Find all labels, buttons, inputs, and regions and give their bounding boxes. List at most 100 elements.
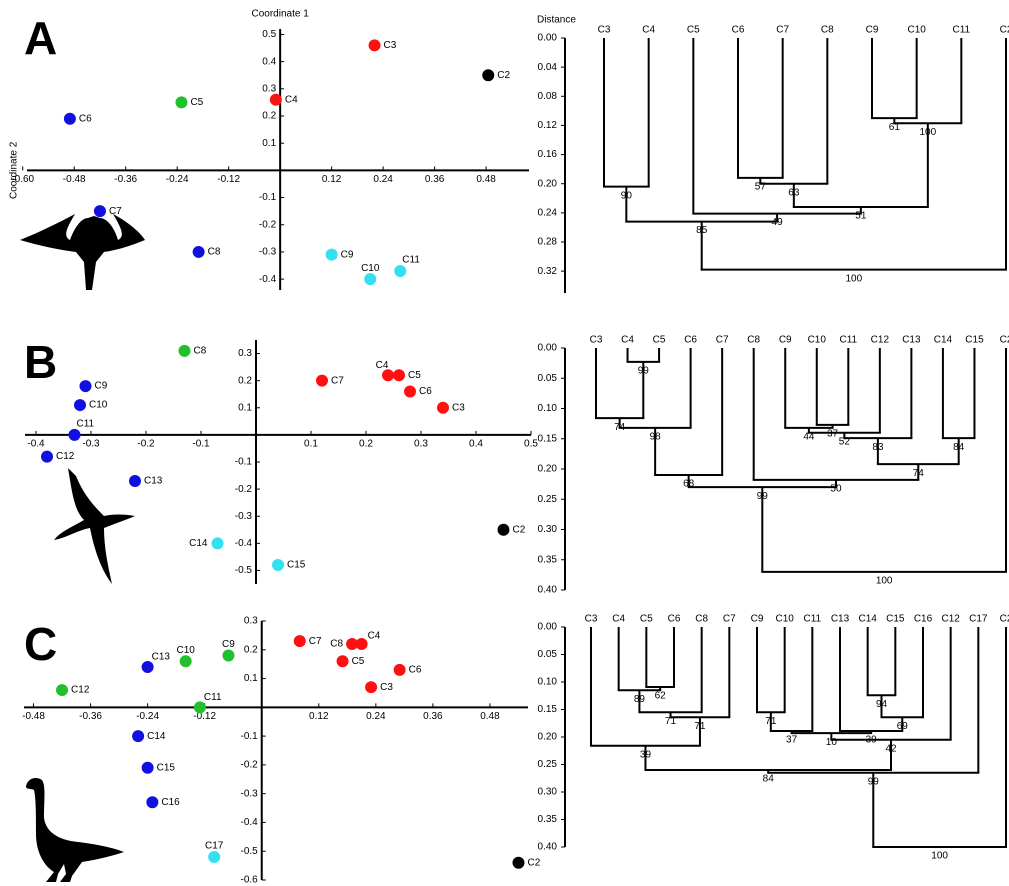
y-tick-label: 0.1 <box>238 402 252 413</box>
point <box>178 344 191 357</box>
point <box>129 474 141 487</box>
point-label: C5 <box>352 656 365 667</box>
leaf-label: C17 <box>969 614 988 625</box>
point <box>437 401 449 414</box>
point <box>175 96 188 109</box>
leaf-label: C4 <box>612 614 625 625</box>
point <box>269 93 282 106</box>
y-tick-label: -0.6 <box>241 875 259 886</box>
leaf-label: C8 <box>747 335 760 346</box>
silhouettes <box>20 214 145 882</box>
point-label: C3 <box>452 402 465 413</box>
leaf-label: C6 <box>668 614 681 625</box>
point <box>355 638 368 651</box>
point <box>79 380 92 393</box>
leaf-label: C5 <box>640 614 653 625</box>
leaf-label: C7 <box>723 614 736 625</box>
point <box>382 369 394 382</box>
leaf-label: C2 <box>1000 335 1009 346</box>
point-label: C10 <box>361 263 380 274</box>
y-axis-title: Coordinate 2 <box>9 141 20 199</box>
point <box>63 112 76 125</box>
x-tick-label: 0.5 <box>524 439 538 450</box>
leaf-label: C4 <box>621 335 634 346</box>
point-label: C12 <box>71 685 90 696</box>
y-tick-label: 0.20 <box>538 464 558 475</box>
y-tick-label: 0.15 <box>538 433 558 444</box>
point <box>208 850 221 863</box>
y-tick-label: 0.00 <box>538 622 558 633</box>
panel-letter: C <box>24 618 57 670</box>
point-label: C15 <box>287 560 306 571</box>
support-label: 37 <box>827 428 839 439</box>
point <box>394 264 407 277</box>
y-tick-label: -0.4 <box>235 538 253 549</box>
y-tick-label: -0.4 <box>241 817 259 828</box>
y-tick-label: 0.40 <box>538 842 558 853</box>
y-tick-label: 0.40 <box>538 585 558 596</box>
y-tick-label: -0.1 <box>235 457 253 468</box>
y-tick-label: 0.5 <box>262 29 276 40</box>
y-tick-label: 0.2 <box>262 111 276 122</box>
point-label: C15 <box>157 762 176 773</box>
support-label: 49 <box>772 217 784 228</box>
point <box>393 663 406 676</box>
leaf-label: C12 <box>941 614 960 625</box>
y-tick-label: 0.00 <box>538 343 558 354</box>
leaf-label: C15 <box>965 335 984 346</box>
point-label: C11 <box>402 255 420 266</box>
leaf-label: C11 <box>953 25 971 36</box>
y-tick-label: -0.3 <box>259 247 277 258</box>
y-tick-label: 0.35 <box>538 814 558 825</box>
point <box>497 523 510 536</box>
point <box>293 635 306 648</box>
y-tick-label: -0.2 <box>259 219 277 230</box>
leaf-label: C10 <box>808 335 827 346</box>
y-tick-label: 0.3 <box>244 616 258 627</box>
point-label: C4 <box>368 631 381 642</box>
point-label: C8 <box>208 247 221 258</box>
point <box>132 730 145 743</box>
x-tick-label: 0.4 <box>469 439 483 450</box>
y-tick-label: -0.1 <box>241 731 259 742</box>
x-tick-label: 0.36 <box>425 174 445 185</box>
support-label: 37 <box>786 735 798 746</box>
leaf-label: C5 <box>653 335 666 346</box>
point-label: C10 <box>176 645 195 656</box>
x-tick-label: 0.1 <box>304 439 318 450</box>
point-label: C2 <box>527 857 540 868</box>
point-label: C8 <box>330 639 343 650</box>
y-tick-label: 0.30 <box>538 787 558 798</box>
leaf-label: C9 <box>866 25 879 36</box>
point-label: C17 <box>205 841 224 852</box>
point-label: C11 <box>204 692 222 703</box>
y-tick-label: 0.32 <box>538 266 558 277</box>
support-label: 100 <box>846 273 863 284</box>
point <box>141 761 154 774</box>
point <box>193 701 206 714</box>
point-label: C14 <box>147 731 166 742</box>
support-label: 44 <box>803 432 815 443</box>
y-tick-label: -0.2 <box>241 760 259 771</box>
y-tick-label: 0.4 <box>262 56 276 67</box>
x-tick-label: 0.2 <box>359 439 373 450</box>
point-label: C6 <box>409 665 422 676</box>
point <box>141 661 154 674</box>
x-tick-label: 0.3 <box>414 439 428 450</box>
support-label: 57 <box>755 182 767 193</box>
x-tick-label: -0.2 <box>137 439 155 450</box>
frigatebird-silhouette <box>54 468 135 584</box>
point-label: C4 <box>376 360 389 371</box>
point-label: C13 <box>152 652 171 663</box>
y-tick-label: 0.2 <box>238 375 252 386</box>
support-label: 10 <box>826 737 838 748</box>
x-tick-label: -0.36 <box>114 174 137 185</box>
point <box>74 399 86 412</box>
goose-silhouette <box>26 778 124 882</box>
point <box>346 638 359 651</box>
leaf-label: C5 <box>687 25 700 36</box>
leaf-label: C13 <box>902 335 921 346</box>
y-tick-label: 0.2 <box>244 644 258 655</box>
support-label: 52 <box>839 436 851 447</box>
x-tick-label: -0.48 <box>63 174 86 185</box>
